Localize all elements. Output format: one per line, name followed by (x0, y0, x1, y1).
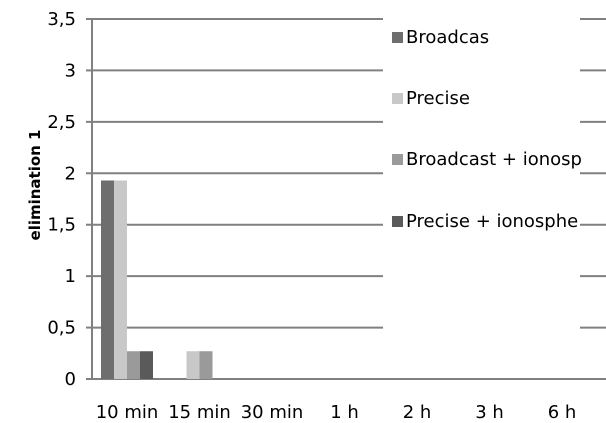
y-tick-label: 1 (65, 266, 76, 287)
bar (114, 180, 127, 379)
y-tick-label: 3 (65, 60, 76, 81)
y-axis-title: elimination 1 (26, 130, 44, 241)
legend: Broadcas Precise Broadcast + ionosp Precise… (392, 27, 582, 232)
y-tick-labels: 0 0,5 1 1,5 2 2,5 3 3,5 (47, 9, 76, 390)
x-category-label: 3 h (475, 402, 504, 423)
x-category-label: 1 h (330, 402, 359, 423)
y-tick-label: 3,5 (47, 9, 76, 30)
y-tick-label: 2 (65, 163, 76, 184)
y-tick-label: 0 (65, 369, 76, 390)
legend-swatch (392, 93, 403, 104)
bar (101, 180, 114, 379)
legend-swatch (392, 216, 403, 227)
legend-label: Precise + ionosphe (406, 211, 578, 232)
legend-label: Precise (406, 88, 470, 109)
legend-swatch (392, 32, 403, 43)
x-category-label: 10 min (96, 402, 159, 423)
y-tick-label: 2,5 (47, 112, 76, 133)
gridlines (92, 18, 606, 329)
legend-swatch (392, 154, 403, 165)
bar (186, 351, 200, 379)
x-category-label: 15 min (168, 402, 231, 423)
y-tick-label: 1,5 (47, 215, 76, 236)
bar (199, 351, 213, 379)
bars (101, 180, 213, 379)
x-category-labels: 10 min 15 min 30 min 1 h 2 h 3 h 6 h (96, 402, 577, 423)
axes (86, 18, 606, 380)
legend-label: Broadcas (406, 27, 489, 48)
x-category-label: 6 h (548, 402, 577, 423)
bar (127, 351, 140, 379)
x-category-label: 2 h (403, 402, 432, 423)
x-category-label: 30 min (241, 402, 304, 423)
y-tick-label: 0,5 (47, 318, 76, 339)
bar (140, 351, 153, 379)
legend-label: Broadcast + ionosp (406, 149, 582, 170)
